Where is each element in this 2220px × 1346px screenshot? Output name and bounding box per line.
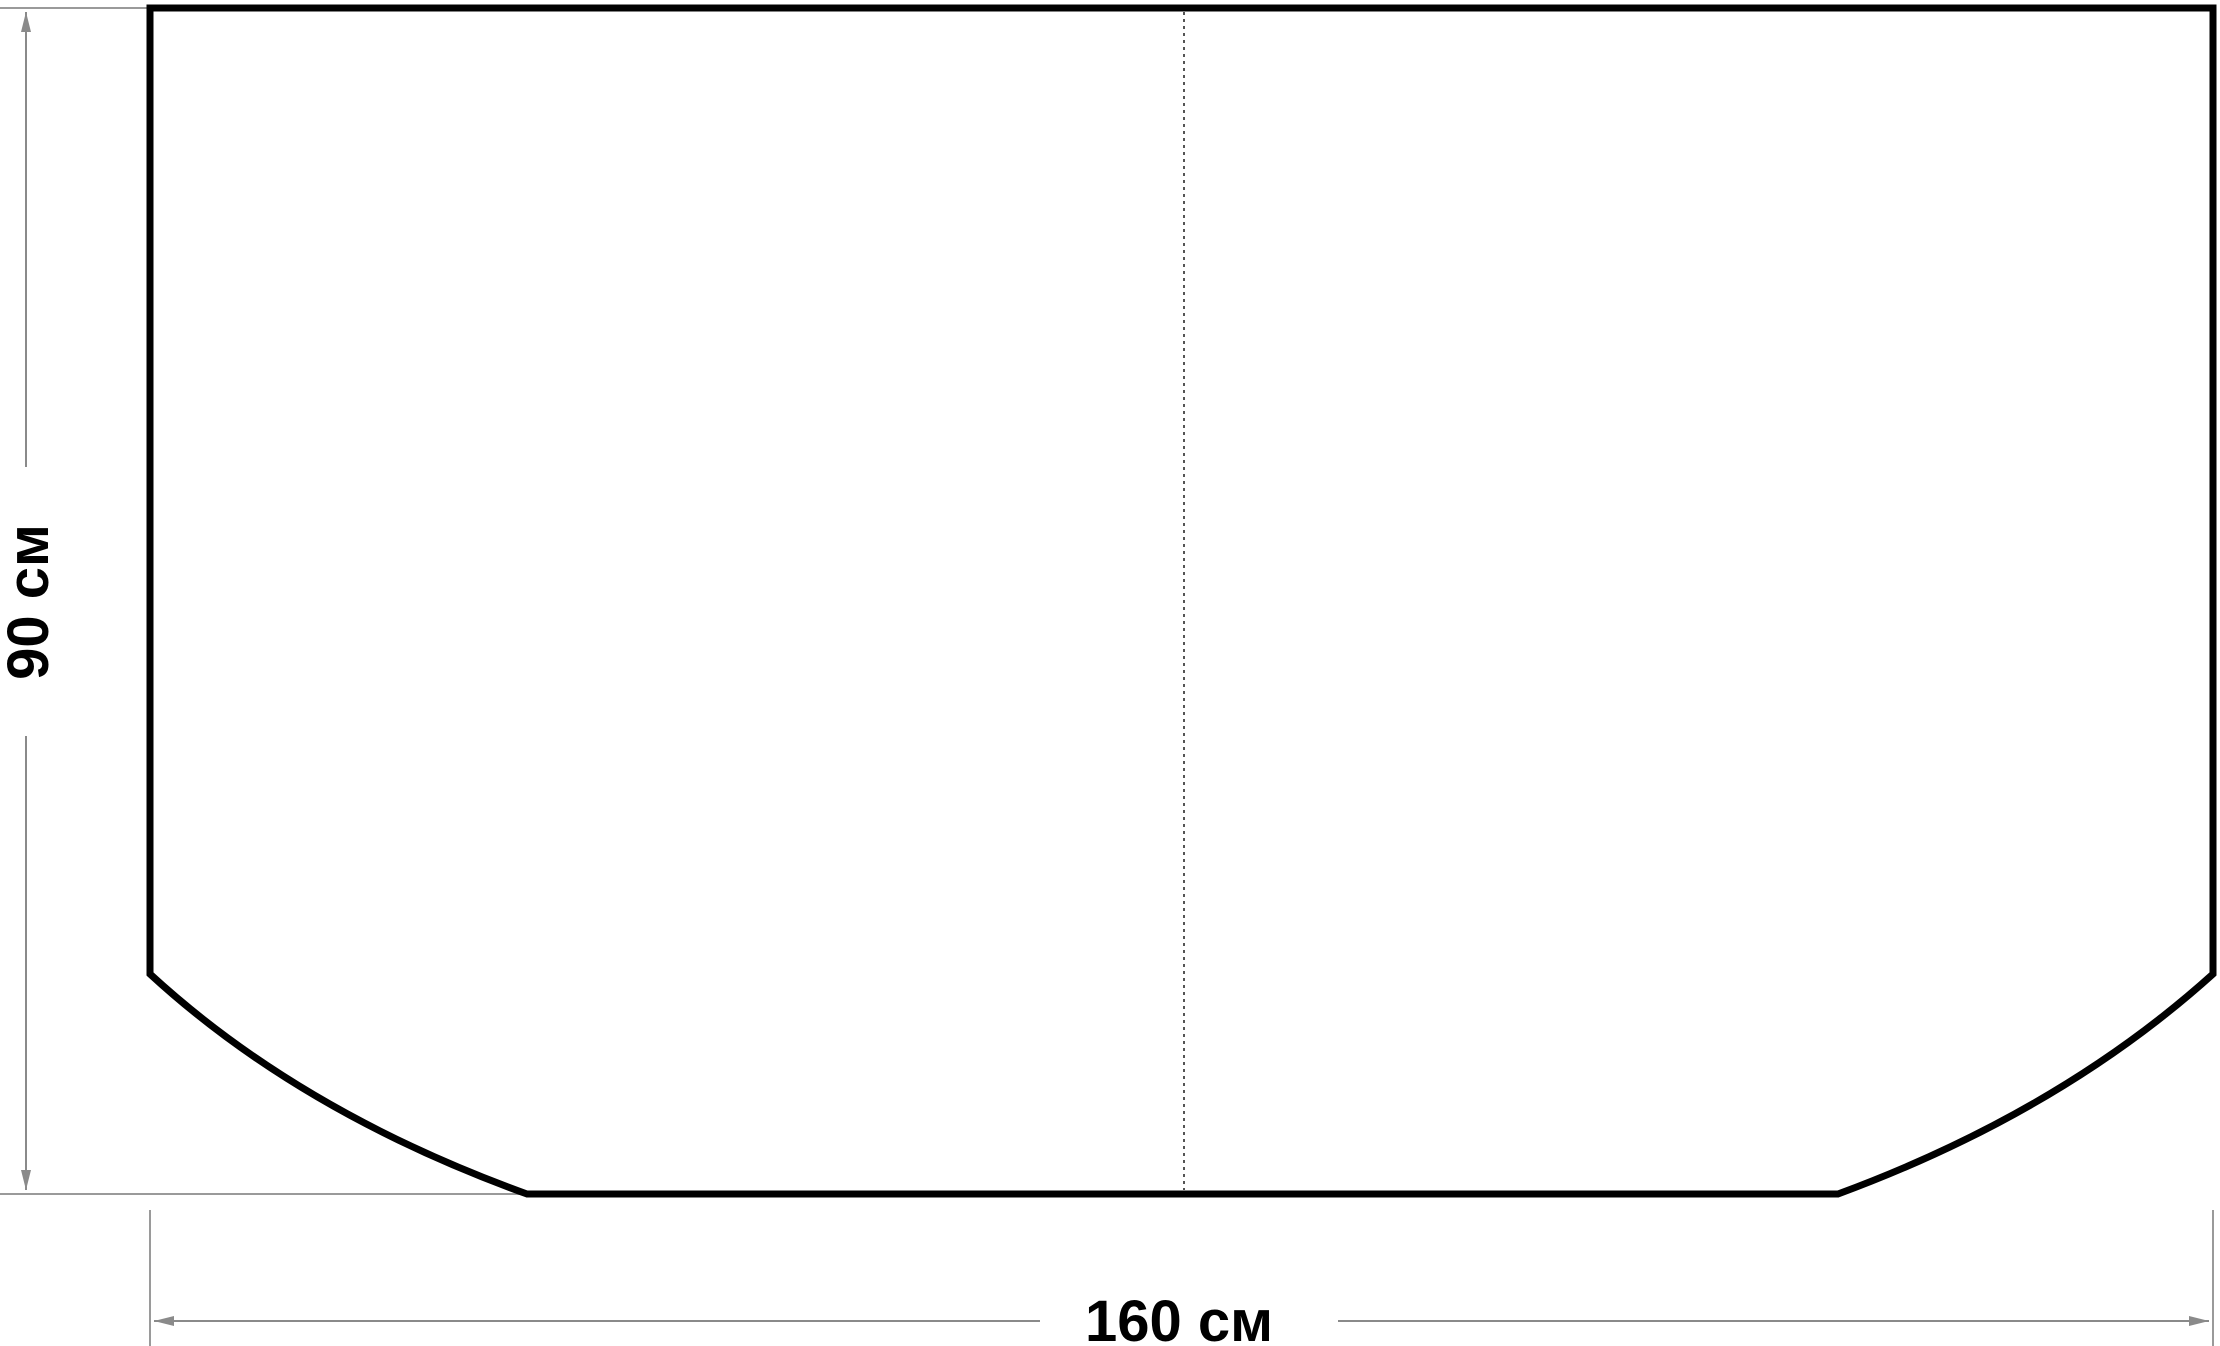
width-label: 160 см xyxy=(1085,1289,1273,1346)
height-label: 90 см xyxy=(0,524,61,680)
panel-outline xyxy=(146,4,2217,1198)
